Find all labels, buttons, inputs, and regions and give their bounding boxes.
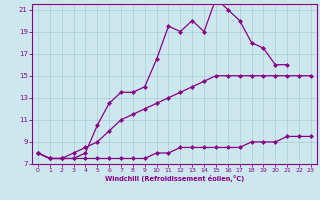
X-axis label: Windchill (Refroidissement éolien,°C): Windchill (Refroidissement éolien,°C) — [105, 175, 244, 182]
